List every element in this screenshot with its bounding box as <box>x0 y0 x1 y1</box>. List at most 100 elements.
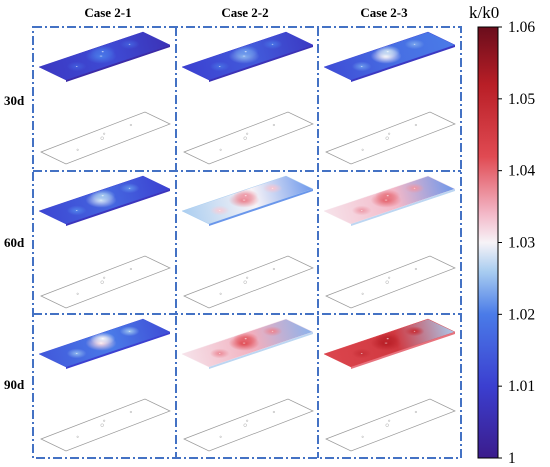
wireframe-well-marker <box>385 280 389 284</box>
wireframe-plate <box>325 398 456 452</box>
well-hotspot <box>351 348 372 359</box>
wireframe-well-marker <box>361 292 364 295</box>
wireframe-plate <box>325 255 456 309</box>
panel-case-2-1-90d <box>38 318 171 452</box>
wireframe-well-marker <box>246 276 249 279</box>
wireframe-well-marker <box>414 123 417 127</box>
well-hotspot <box>66 348 87 359</box>
well-hotspot <box>351 205 372 216</box>
wireframe-well-marker <box>388 276 391 279</box>
wireframe-well-marker <box>243 280 247 284</box>
well-hotspot <box>209 205 230 216</box>
well-hotspot <box>375 45 401 59</box>
colorbar-tick-label: 1 <box>508 450 516 467</box>
wireframe-plate <box>40 255 171 309</box>
colorbar-title: k/k0 <box>469 3 499 22</box>
colorbar-tick-label: 1.02 <box>508 306 535 323</box>
plate-edge <box>209 45 313 82</box>
wireframe-well-marker <box>100 423 104 427</box>
plate-edge <box>66 332 170 369</box>
well-hotspot <box>90 45 116 59</box>
panel-case-2-2-30d <box>181 31 314 165</box>
wireframe-well-marker <box>129 410 132 414</box>
panel-grid <box>38 31 456 452</box>
wireframe-well-marker <box>414 410 417 414</box>
well-hotspot <box>233 45 259 59</box>
wireframe-well-marker <box>100 136 104 140</box>
wireframe-plate <box>183 255 314 309</box>
plate-edge <box>209 332 313 369</box>
row-heading-60d: 60d <box>4 235 25 250</box>
well-hotspot <box>209 61 230 72</box>
outer-border <box>32 26 462 459</box>
wireframe-well-marker <box>103 132 106 135</box>
colorbar-tick-label: 1.05 <box>508 91 535 108</box>
column-heading-case-2-1: Case 2-1 <box>84 5 131 20</box>
wireframe-well-marker <box>243 136 247 140</box>
wireframe-well-marker <box>103 276 106 279</box>
well-hotspot <box>404 326 425 337</box>
column-heading-case-2-2: Case 2-2 <box>221 5 268 20</box>
colorbar-tick-label: 1.06 <box>508 19 535 36</box>
well-hotspot <box>262 39 283 50</box>
wireframe-well-marker <box>385 136 389 140</box>
wireframe-well-marker <box>272 267 275 271</box>
wireframe-plate <box>40 111 171 165</box>
plate-edge <box>351 189 455 226</box>
wireframe-well-marker <box>219 292 222 295</box>
well-hotspot <box>404 39 425 50</box>
colorbar-tick-label: 1.04 <box>508 163 535 180</box>
wireframe-well-marker <box>272 123 275 127</box>
well-hotspot <box>262 183 283 194</box>
wireframe-well-marker <box>414 267 417 271</box>
wireframe-well-marker <box>388 419 391 422</box>
colorbar-tick-label: 1.03 <box>508 235 535 252</box>
wireframe-well-marker <box>219 435 222 438</box>
wireframe-well-marker <box>219 148 222 151</box>
wireframe-plate <box>183 398 314 452</box>
column-heading-case-2-3: Case 2-3 <box>360 5 408 20</box>
plate-edge <box>66 45 170 82</box>
wireframe-well-marker <box>129 123 132 127</box>
panel-case-2-3-30d <box>323 31 456 165</box>
wireframe-well-marker <box>103 419 106 422</box>
panel-case-2-3-90d <box>323 318 456 452</box>
row-heading-30d: 30d <box>4 93 25 108</box>
panel-case-2-1-30d <box>38 31 171 165</box>
well-hotspot <box>119 326 140 337</box>
plate-edge <box>351 332 455 369</box>
well-hotspot <box>262 326 283 337</box>
plate-edge <box>66 189 170 226</box>
well-hotspot <box>66 205 87 216</box>
wireframe-well-marker <box>100 280 104 284</box>
well-hotspot <box>233 332 259 346</box>
plate-edge <box>209 189 313 226</box>
well-hotspot <box>233 189 259 203</box>
wireframe-well-marker <box>361 435 364 438</box>
colorbar-tick-label: 1.01 <box>508 378 535 395</box>
well-hotspot <box>351 61 372 72</box>
well-hotspot <box>90 332 116 346</box>
plate-edge <box>351 45 455 82</box>
colorbar-ticks: 1.06 1.05 1.04 1.03 1.02 1.01 1 <box>498 19 535 467</box>
panel-borders <box>32 26 462 459</box>
wireframe-well-marker <box>361 148 364 151</box>
wireframe-well-marker <box>76 435 79 438</box>
wireframe-well-marker <box>129 267 132 271</box>
row-heading-90d: 90d <box>4 377 25 392</box>
well-hotspot <box>404 183 425 194</box>
wireframe-well-marker <box>76 292 79 295</box>
wireframe-plate <box>40 398 171 452</box>
wireframe-well-marker <box>272 410 275 414</box>
wireframe-plate <box>325 111 456 165</box>
panel-case-2-3-60d <box>323 175 456 309</box>
wireframe-well-marker <box>243 423 247 427</box>
wireframe-well-marker <box>388 132 391 135</box>
well-hotspot <box>66 61 87 72</box>
colorbar <box>477 26 499 459</box>
well-hotspot <box>375 189 401 203</box>
wireframe-well-marker <box>385 423 389 427</box>
panel-case-2-1-60d <box>38 175 171 309</box>
wireframe-plate <box>183 111 314 165</box>
